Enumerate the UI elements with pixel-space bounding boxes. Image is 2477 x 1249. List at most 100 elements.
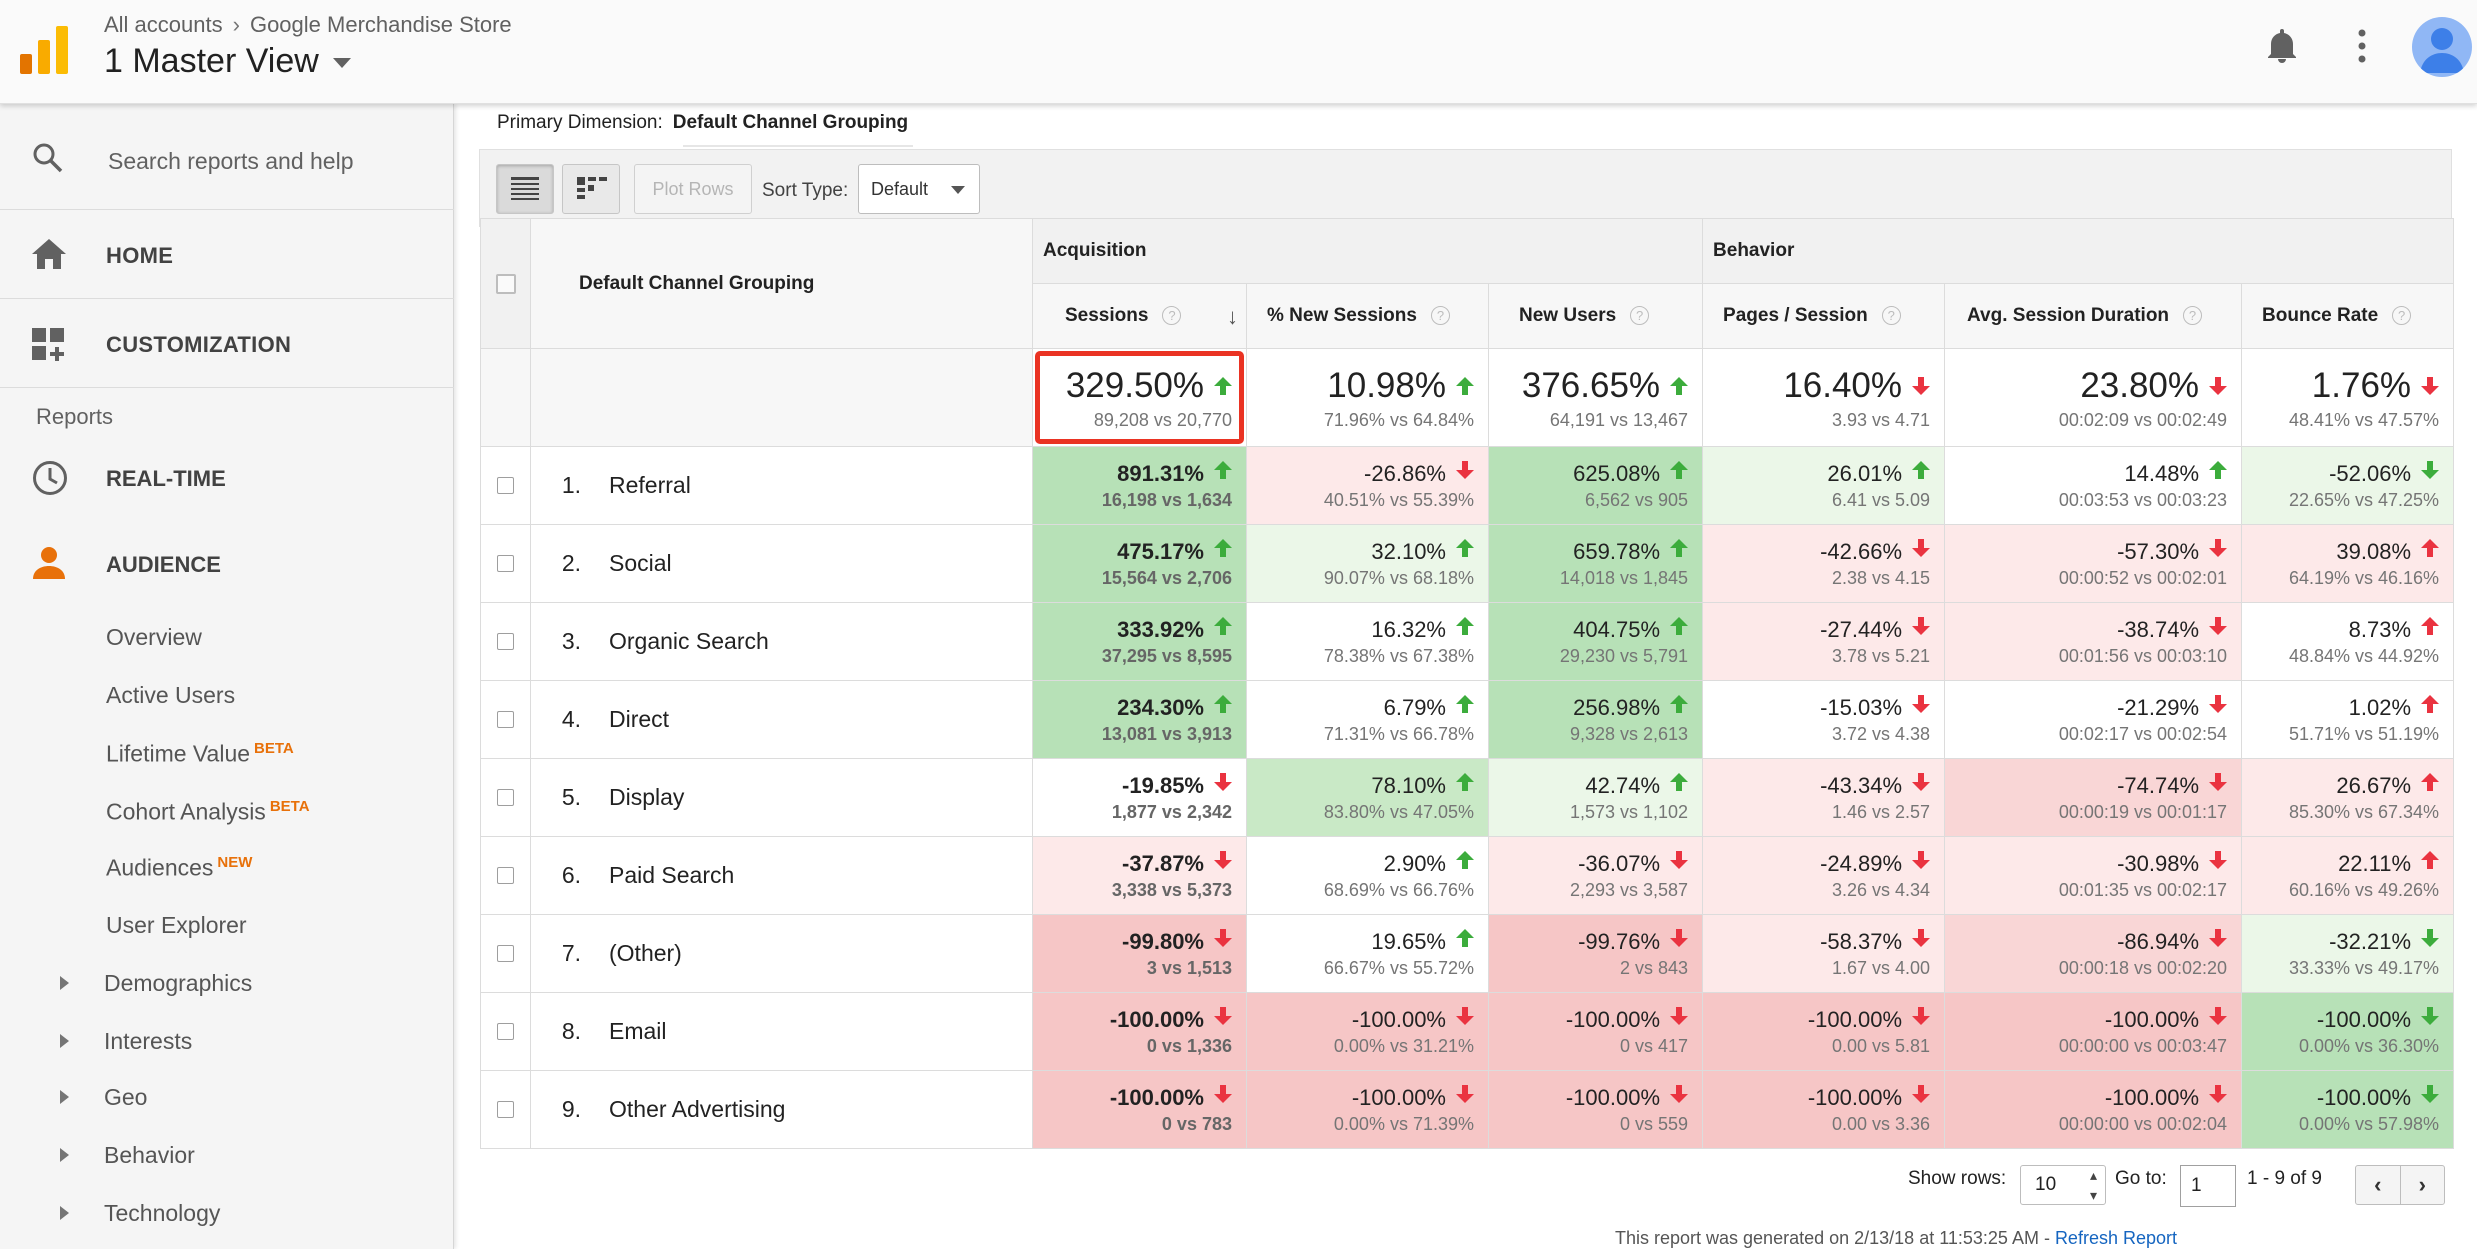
row-checkbox[interactable] [497, 476, 514, 494]
row-checkbox[interactable] [497, 1100, 514, 1118]
row-checkbox[interactable] [497, 788, 514, 806]
refresh-report-link[interactable]: Refresh Report [2054, 1228, 2177, 1248]
row-checkbox[interactable] [497, 866, 514, 884]
channel-name-link[interactable]: (Other) [609, 940, 682, 966]
cell-new-sessions: -100.00% 0.00% vs 71.39% [1246, 1070, 1489, 1149]
cell-value: -27.44% [1820, 616, 1903, 642]
dropdown-caret-icon[interactable] [332, 57, 351, 68]
col-new-users[interactable]: New Users? [1487, 283, 1704, 349]
notifications-bell-icon[interactable] [2267, 28, 2297, 64]
breadcrumb-property[interactable]: Google Merchandise Store [249, 12, 512, 37]
nav-user-explorer[interactable]: User Explorer [106, 912, 247, 938]
nav-audience-overview[interactable]: Overview [106, 624, 202, 650]
col-new-sessions[interactable]: % New Sessions? [1246, 283, 1489, 349]
channel-name-link[interactable]: Paid Search [609, 862, 735, 888]
nav-behavior[interactable]: Behavior [104, 1142, 195, 1168]
col-avg-session-duration[interactable]: Avg. Session Duration? [1944, 283, 2243, 349]
cell-pages-session: -42.66% 2.38 vs 4.15 [1702, 524, 1946, 603]
nav-customization[interactable]: CUSTOMIZATION [0, 300, 454, 388]
search-icon[interactable] [32, 142, 64, 174]
nav-active-users[interactable]: Active Users [106, 682, 236, 708]
nav-home[interactable]: HOME [0, 211, 454, 299]
expand-arrow-icon[interactable] [60, 1148, 69, 1162]
nav-audiences[interactable]: Audiences NEW [106, 854, 252, 882]
help-icon[interactable]: ? [2183, 306, 2203, 326]
breadcrumb-root[interactable]: All accounts [104, 12, 223, 37]
show-rows-select[interactable]: 10 ▴ ▾ [2020, 1165, 2106, 1205]
view-title[interactable]: 1 Master View [104, 42, 319, 80]
cell-compare: 1,573 vs 1,102 [1569, 801, 1689, 822]
primary-dimension-value[interactable]: Default Channel Grouping [672, 112, 909, 133]
cell-value: -42.66% [1820, 538, 1903, 564]
analytics-logo-icon[interactable] [20, 26, 68, 74]
help-icon[interactable]: ? [1630, 306, 1650, 326]
cell-compare: 00:03:53 vs 00:03:23 [2058, 489, 2228, 510]
channel-name-link[interactable]: Organic Search [609, 628, 769, 654]
expand-arrow-icon[interactable] [60, 976, 69, 990]
help-icon[interactable]: ? [1430, 306, 1450, 326]
row-checkbox[interactable] [497, 710, 514, 728]
cell-value: -100.00% [1351, 1084, 1446, 1110]
help-icon[interactable]: ? [2392, 306, 2412, 326]
cell-avg-session-duration: -57.30% 00:00:52 vs 00:02:01 [1944, 524, 2243, 603]
prev-page-icon[interactable]: ‹ [2374, 1172, 2382, 1197]
row-checkbox[interactable] [497, 554, 514, 572]
table-view-button[interactable] [496, 164, 554, 214]
row-checkbox[interactable] [497, 1022, 514, 1040]
expand-arrow-icon[interactable] [60, 1090, 69, 1104]
search-reports[interactable]: Search reports and help [0, 104, 454, 210]
channel-name-link[interactable]: Direct [609, 706, 670, 732]
search-input[interactable]: Search reports and help [108, 148, 354, 174]
channel-name-link[interactable]: Social [609, 550, 672, 576]
cell-compare: 00:00:18 vs 00:02:20 [2058, 957, 2228, 978]
dimension-header[interactable]: Default Channel Grouping [530, 218, 1033, 349]
nav-demographics[interactable]: Demographics [104, 970, 253, 996]
stepper-arrows-icon[interactable]: ▴ ▾ [2089, 1167, 2097, 1203]
more-options-icon[interactable] [2357, 28, 2367, 64]
row-checkbox[interactable] [497, 944, 514, 962]
arrow-down-icon [2209, 364, 2228, 395]
arrow-down-icon [2421, 928, 2440, 947]
cell-compare: 33.33% vs 49.17% [2288, 957, 2440, 978]
goto-page-input[interactable]: 1 [2180, 1165, 2236, 1207]
group-acquisition: Acquisition [1031, 218, 1704, 284]
col-pages-session[interactable]: Pages / Session? [1702, 283, 1946, 349]
row-checkbox-cell [480, 680, 531, 759]
channel-name-link[interactable]: Email [609, 1018, 667, 1044]
pivot-view-button[interactable] [562, 164, 620, 214]
nav-realtime[interactable]: REAL-TIME [0, 438, 454, 518]
breadcrumb[interactable]: All accounts › Google Merchandise Store [104, 12, 512, 38]
user-avatar[interactable] [2412, 17, 2472, 77]
channel-name-link[interactable]: Other Advertising [609, 1096, 786, 1122]
help-icon[interactable]: ? [1881, 306, 1901, 326]
cell-value: 26.01% [1827, 460, 1903, 486]
channel-name-link[interactable]: Referral [609, 472, 691, 498]
col-sessions[interactable]: Sessions? ↓ [1032, 283, 1247, 349]
expand-arrow-icon[interactable] [60, 1206, 69, 1220]
nav-audience[interactable]: AUDIENCE [0, 524, 454, 604]
next-page-icon[interactable]: › [2399, 1166, 2445, 1204]
nav-lifetime-value[interactable]: Lifetime Value BETA [106, 740, 294, 768]
cell-value: -74.74% [2117, 772, 2200, 798]
nav-realtime-label: REAL-TIME [106, 466, 226, 491]
nav-technology[interactable]: Technology [104, 1200, 221, 1226]
expand-arrow-icon[interactable] [60, 1034, 69, 1048]
cell-compare: 3,338 vs 5,373 [1111, 879, 1232, 900]
help-icon[interactable]: ? [1162, 306, 1182, 326]
view-selector[interactable]: 1 Master View [104, 42, 351, 81]
cell-compare: 71.31% vs 66.78% [1323, 723, 1474, 744]
channel-name-link[interactable]: Display [609, 784, 685, 810]
cell-compare: 64.19% vs 46.16% [2288, 567, 2440, 588]
nav-cohort-analysis[interactable]: Cohort Analysis BETA [106, 798, 310, 826]
select-all-checkbox[interactable] [495, 273, 516, 294]
new-badge: NEW [217, 854, 253, 871]
cell-new-sessions: 6.79% 71.31% vs 66.78% [1246, 680, 1489, 759]
nav-interests[interactable]: Interests [104, 1028, 193, 1054]
col-bounce-rate[interactable]: Bounce Rate? [2241, 283, 2455, 349]
cell-compare: 48.84% vs 44.92% [2288, 645, 2440, 666]
row-checkbox[interactable] [497, 632, 514, 650]
sort-descending-icon[interactable]: ↓ [1227, 304, 1238, 329]
sort-type-select[interactable]: Default [858, 164, 980, 214]
nav-geo[interactable]: Geo [104, 1084, 148, 1110]
plot-rows-button[interactable]: Plot Rows [634, 164, 752, 214]
